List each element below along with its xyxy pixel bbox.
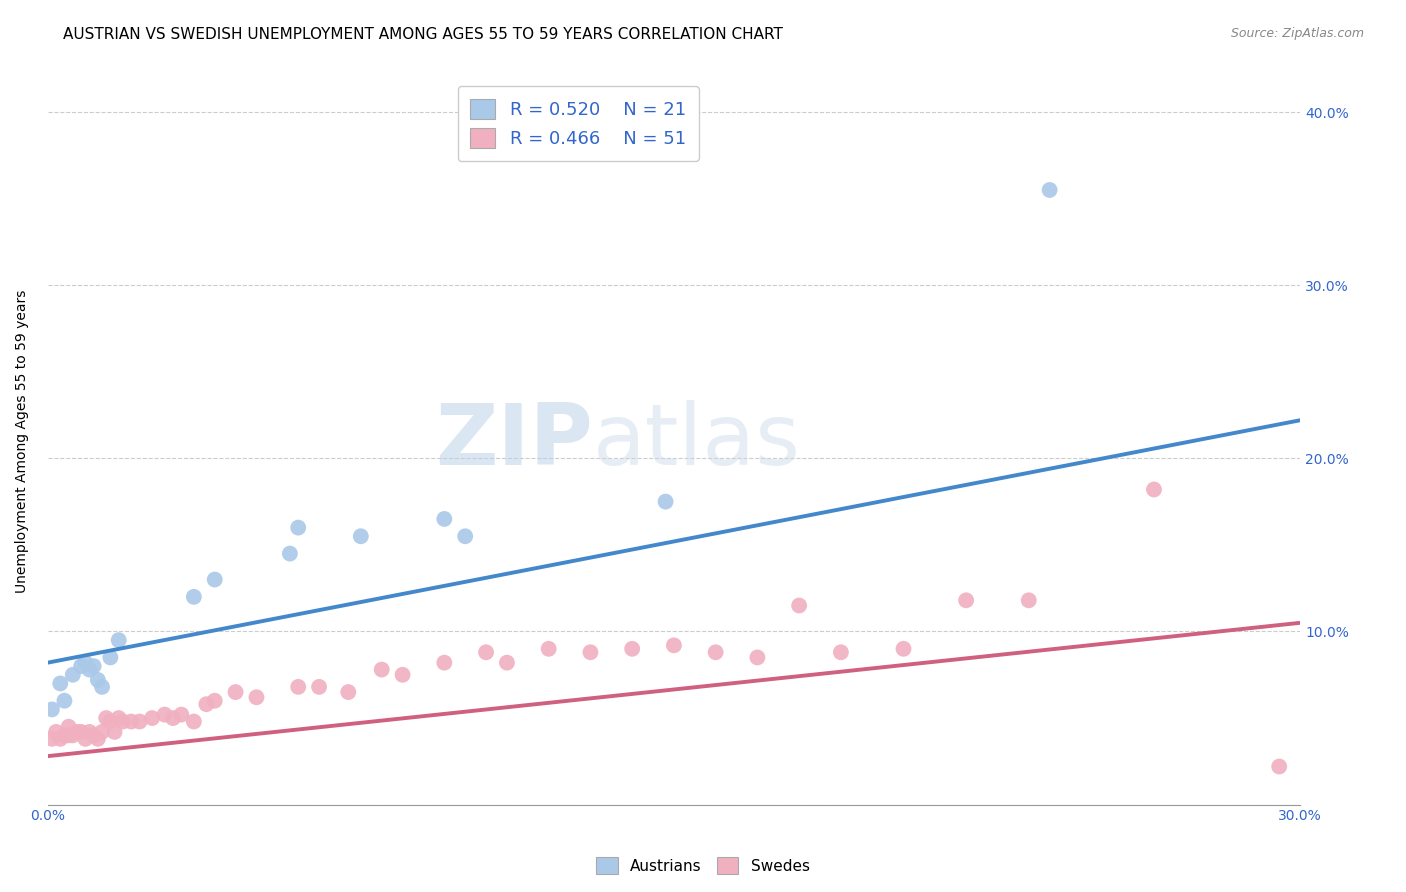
Point xyxy=(350,529,373,543)
Point xyxy=(53,728,76,742)
Point xyxy=(107,633,129,648)
Point xyxy=(58,720,80,734)
Point xyxy=(278,547,301,561)
Point xyxy=(141,711,163,725)
Point xyxy=(70,659,93,673)
Point xyxy=(621,641,644,656)
Point xyxy=(370,663,392,677)
Y-axis label: Unemployment Among Ages 55 to 59 years: Unemployment Among Ages 55 to 59 years xyxy=(15,289,30,592)
Point xyxy=(107,711,129,725)
Point xyxy=(98,650,121,665)
Point xyxy=(183,714,205,729)
Point xyxy=(1018,593,1040,607)
Point xyxy=(49,731,72,746)
Point xyxy=(75,656,97,670)
Point xyxy=(96,711,118,725)
Point xyxy=(162,711,184,725)
Point xyxy=(1143,483,1166,497)
Point xyxy=(41,731,63,746)
Point xyxy=(662,638,685,652)
Point xyxy=(433,512,456,526)
Point xyxy=(111,714,134,729)
Point xyxy=(454,529,477,543)
Point xyxy=(496,656,519,670)
Point xyxy=(195,697,218,711)
Point xyxy=(579,645,602,659)
Point xyxy=(893,641,915,656)
Point xyxy=(287,520,309,534)
Point xyxy=(204,694,226,708)
Point xyxy=(1039,183,1062,197)
Point xyxy=(79,663,101,677)
Point xyxy=(204,573,226,587)
Point xyxy=(245,690,267,705)
Text: atlas: atlas xyxy=(592,400,800,483)
Point xyxy=(955,593,977,607)
Point xyxy=(787,599,810,613)
Point xyxy=(287,680,309,694)
Point xyxy=(87,731,110,746)
Point xyxy=(98,714,121,729)
Point xyxy=(87,673,110,687)
Point xyxy=(391,667,413,681)
Point xyxy=(475,645,498,659)
Point xyxy=(830,645,852,659)
Point xyxy=(70,725,93,739)
Point xyxy=(183,590,205,604)
Point xyxy=(337,685,360,699)
Text: ZIP: ZIP xyxy=(434,400,592,483)
Point xyxy=(1268,759,1291,773)
Point xyxy=(128,714,150,729)
Point xyxy=(79,725,101,739)
Point xyxy=(53,694,76,708)
Point xyxy=(75,731,97,746)
Point xyxy=(91,680,114,694)
Point xyxy=(704,645,727,659)
Legend: R = 0.520    N = 21, R = 0.466    N = 51: R = 0.520 N = 21, R = 0.466 N = 51 xyxy=(457,87,699,161)
Point xyxy=(103,725,125,739)
Point xyxy=(62,728,84,742)
Text: Source: ZipAtlas.com: Source: ZipAtlas.com xyxy=(1230,27,1364,40)
Point xyxy=(83,659,105,673)
Point xyxy=(41,702,63,716)
Point xyxy=(170,707,193,722)
Point xyxy=(225,685,247,699)
Point xyxy=(83,728,105,742)
Point xyxy=(537,641,560,656)
Point xyxy=(153,707,176,722)
Point xyxy=(433,656,456,670)
Point xyxy=(49,676,72,690)
Point xyxy=(45,725,67,739)
Point xyxy=(120,714,142,729)
Point xyxy=(654,494,676,508)
Point xyxy=(91,725,114,739)
Point xyxy=(66,725,89,739)
Text: AUSTRIAN VS SWEDISH UNEMPLOYMENT AMONG AGES 55 TO 59 YEARS CORRELATION CHART: AUSTRIAN VS SWEDISH UNEMPLOYMENT AMONG A… xyxy=(63,27,783,42)
Point xyxy=(747,650,769,665)
Legend: Austrians, Swedes: Austrians, Swedes xyxy=(591,851,815,880)
Point xyxy=(62,667,84,681)
Point xyxy=(308,680,330,694)
Point xyxy=(58,728,80,742)
